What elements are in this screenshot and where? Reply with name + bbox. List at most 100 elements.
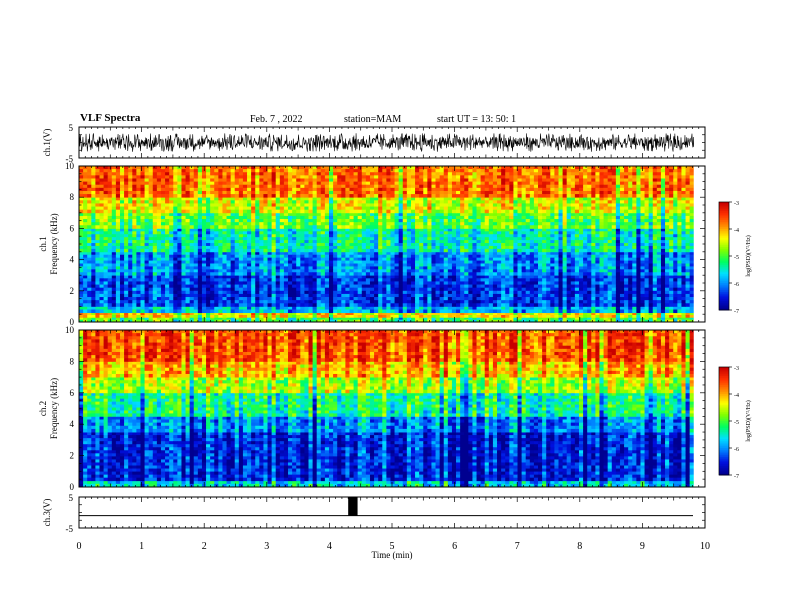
spectrogram-cell bbox=[448, 275, 453, 279]
spectrogram-cell bbox=[378, 243, 383, 246]
spectrogram-cell bbox=[222, 237, 227, 240]
spectrogram-cell bbox=[509, 266, 514, 269]
spectrogram-cell bbox=[534, 231, 539, 234]
spectrogram-cell bbox=[231, 313, 236, 316]
spectrogram-cell bbox=[362, 258, 367, 261]
spectrogram-cell bbox=[251, 288, 256, 292]
spectrogram-cell bbox=[501, 278, 506, 282]
spectrogram-cell bbox=[140, 266, 145, 269]
spectrogram-cell bbox=[181, 315, 186, 318]
spectrogram-cell bbox=[362, 228, 367, 231]
spectrogram-cell bbox=[452, 281, 457, 285]
spectrogram-cell bbox=[464, 317, 469, 320]
spectrogram-cell bbox=[673, 281, 678, 285]
spectrogram-cell bbox=[358, 285, 363, 289]
spectrogram-cell bbox=[263, 303, 268, 307]
spectrogram-cell bbox=[497, 315, 502, 318]
spectrogram-cell bbox=[579, 313, 584, 316]
spectrogram-cell bbox=[456, 269, 461, 272]
spectrogram-cell bbox=[440, 240, 445, 243]
spectrogram-cell bbox=[206, 306, 211, 310]
spectrogram-cell bbox=[128, 213, 133, 217]
spectrogram-cell bbox=[296, 297, 301, 301]
spectrogram-cell bbox=[526, 261, 531, 264]
spectrogram-cell bbox=[120, 313, 125, 316]
spectrogram-cell bbox=[505, 240, 510, 243]
spectrogram-cell bbox=[468, 306, 473, 310]
spectrogram-cell bbox=[669, 213, 674, 217]
spectrogram-cell bbox=[481, 303, 486, 307]
spectrogram-cell bbox=[526, 228, 531, 231]
spectrogram-cell bbox=[104, 315, 109, 318]
spectrogram-cell bbox=[91, 278, 96, 282]
spectrogram-cell bbox=[382, 234, 387, 237]
spectrogram-cell bbox=[108, 310, 113, 314]
spectrogram-cell bbox=[444, 258, 449, 261]
spectrogram-cell bbox=[645, 264, 650, 267]
spectrogram-cell bbox=[673, 243, 678, 246]
spectrogram-cell bbox=[624, 315, 629, 318]
spectrogram-cell bbox=[222, 261, 227, 264]
spectrogram-cell bbox=[112, 272, 117, 275]
spectrogram-cell bbox=[214, 288, 219, 292]
spectrogram-cell bbox=[550, 258, 555, 261]
spectrogram-cell bbox=[386, 291, 391, 295]
spectrogram-cell bbox=[239, 275, 244, 279]
spectrogram-cell bbox=[87, 258, 92, 261]
spectrogram-cell bbox=[313, 275, 318, 279]
spectrogram-cell bbox=[235, 252, 240, 255]
spectrogram-cell bbox=[554, 213, 559, 217]
spectrogram-cell bbox=[690, 297, 695, 301]
spectrogram-cell bbox=[116, 291, 121, 295]
spectrogram-cell bbox=[624, 288, 629, 292]
spectrogram-cell bbox=[99, 303, 104, 307]
spectrogram-cell bbox=[296, 278, 301, 282]
spectrogram-cell bbox=[382, 258, 387, 261]
spectrogram-cell bbox=[309, 285, 314, 289]
spectrogram-cell bbox=[116, 249, 121, 252]
spectrogram-cell bbox=[91, 258, 96, 261]
spectrogram-cell bbox=[563, 310, 568, 314]
spectrogram-cell bbox=[120, 288, 125, 292]
spectrogram-cell bbox=[345, 269, 350, 272]
spectrogram-cell bbox=[239, 278, 244, 282]
spectrogram-cell bbox=[616, 246, 621, 249]
spectrogram-cell bbox=[145, 300, 150, 304]
spectrogram-cell bbox=[124, 264, 129, 267]
spectrogram-cell bbox=[522, 240, 527, 243]
spectrogram-cell bbox=[202, 300, 207, 304]
spectrogram-cell bbox=[477, 297, 482, 301]
spectrogram-cell bbox=[415, 246, 420, 249]
spectrogram-cell bbox=[583, 294, 588, 298]
spectrogram-cell bbox=[169, 231, 174, 234]
spectrogram-cell bbox=[681, 275, 686, 279]
plot-svg: 0246810ch.1 Frequency (kHz)0246810ch.2 Fre… bbox=[0, 0, 792, 612]
spectrogram-cell bbox=[87, 281, 92, 285]
spectrogram-cell bbox=[690, 228, 695, 231]
spectrogram-cell bbox=[468, 213, 473, 217]
spectrogram-cell bbox=[472, 300, 477, 304]
spectrogram-cell bbox=[222, 272, 227, 275]
spectrogram-cell bbox=[612, 213, 617, 217]
spectrogram-cell bbox=[542, 258, 547, 261]
spectrogram-cell bbox=[304, 228, 309, 231]
spectrogram-cell bbox=[571, 234, 576, 237]
spectrogram-cell bbox=[571, 252, 576, 255]
spectrogram-cell bbox=[464, 237, 469, 240]
spectrogram-cell bbox=[427, 255, 432, 258]
spectrogram-cell bbox=[513, 243, 518, 246]
spectrogram-cell bbox=[370, 317, 375, 320]
spectrogram-cell bbox=[341, 258, 346, 261]
spectrogram-cell bbox=[95, 310, 100, 314]
spectrogram-cell bbox=[235, 266, 240, 269]
spectrogram-cell bbox=[456, 240, 461, 243]
spectrogram-cell bbox=[595, 285, 600, 289]
spectrogram-cell bbox=[251, 228, 256, 231]
spectrogram-cell bbox=[288, 315, 293, 318]
spectrogram-cell bbox=[251, 249, 256, 252]
spectrogram-cell bbox=[95, 240, 100, 243]
spectrogram-cell bbox=[214, 231, 219, 234]
spectrogram-cell bbox=[542, 288, 547, 292]
spectrogram-cell bbox=[231, 269, 236, 272]
spectrogram-cell bbox=[304, 281, 309, 285]
